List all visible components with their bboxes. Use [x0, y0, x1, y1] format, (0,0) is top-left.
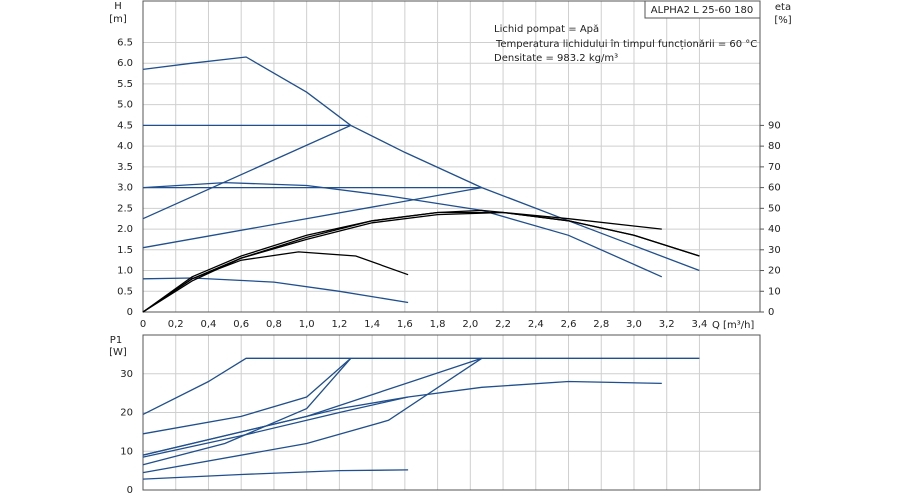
- curve: [142, 181, 663, 278]
- curve: [142, 380, 662, 456]
- chart-title: ALPHA2 L 25-60 180: [651, 5, 753, 16]
- y-tick-label: 2.5: [117, 203, 133, 214]
- x-tick-label: 2,0: [462, 319, 478, 330]
- x-tick-label: 2,8: [593, 319, 609, 330]
- y-tick-label: 20: [120, 408, 133, 419]
- y2-tick-label: 60: [768, 183, 781, 194]
- annotation: Densitate = 983.2 kg/m³: [494, 53, 618, 64]
- x-tick-label: 0,6: [233, 319, 249, 330]
- x-tick-label: 1,6: [397, 319, 413, 330]
- curve: [142, 211, 700, 313]
- y-tick-label: 0: [127, 485, 133, 496]
- y-tick-label: 6.0: [117, 58, 133, 69]
- y2-tick-label: 80: [768, 141, 781, 152]
- curve: [142, 357, 483, 474]
- y2-tick-label: 40: [768, 224, 781, 235]
- x-tick-label: 0,8: [266, 319, 282, 330]
- x-tick-label: 3,4: [691, 319, 707, 330]
- y-tick-label: 5.0: [117, 100, 133, 111]
- y2-tick-label: 30: [768, 245, 781, 256]
- y-axis-unit: [m]: [109, 14, 127, 25]
- y-tick-label: 5.5: [117, 79, 133, 90]
- y-tick-label: 0: [127, 307, 133, 318]
- y2-tick-label: 20: [768, 266, 781, 277]
- x-tick-label: 2,2: [495, 319, 511, 330]
- y-axis-label: P1: [110, 335, 122, 346]
- curve: [142, 357, 483, 456]
- x-tick-label: 3,2: [659, 319, 675, 330]
- curve: [142, 209, 662, 313]
- x-axis-label: Q [m³/h]: [712, 320, 754, 331]
- x-tick-label: 1,2: [331, 319, 347, 330]
- annotation: Temperatura lichidului în timpul funcțio…: [495, 38, 757, 50]
- curve: [142, 469, 409, 480]
- x-tick-label: 0,2: [168, 319, 184, 330]
- curve: [142, 251, 409, 313]
- x-tick-label: 0: [140, 319, 146, 330]
- curve: [142, 56, 700, 272]
- x-tick-label: 2,4: [528, 319, 544, 330]
- y2-axis-unit: [%]: [774, 15, 791, 26]
- y-tick-label: 3.0: [117, 183, 133, 194]
- x-tick-label: 1,0: [299, 319, 315, 330]
- y-tick-label: 3.5: [117, 162, 133, 173]
- y2-tick-label: 0: [768, 307, 774, 318]
- y2-axis-label: eta: [775, 2, 791, 13]
- x-tick-label: 2,6: [561, 319, 577, 330]
- annotation: Lichid pompat = Apă: [494, 24, 599, 35]
- y-tick-label: 4.5: [117, 120, 133, 131]
- y-tick-label: 10: [120, 446, 133, 457]
- plot-frame: [142, 334, 761, 491]
- y2-tick-label: 10: [768, 286, 781, 297]
- x-tick-label: 0,4: [201, 319, 217, 330]
- y-tick-label: 2.0: [117, 224, 133, 235]
- curve: [142, 396, 409, 458]
- y-axis-label: H: [114, 1, 122, 12]
- x-tick-label: 1,8: [430, 319, 446, 330]
- y2-tick-label: 90: [768, 120, 781, 131]
- curve: [142, 124, 352, 220]
- y2-tick-label: 50: [768, 203, 781, 214]
- x-tick-label: 1,4: [364, 319, 380, 330]
- y-tick-label: 30: [120, 369, 133, 380]
- y2-tick-label: 70: [768, 162, 781, 173]
- y-tick-label: 0.5: [117, 286, 133, 297]
- y-axis-unit: [W]: [109, 347, 127, 358]
- y-tick-label: 4.0: [117, 141, 133, 152]
- curve: [142, 277, 409, 304]
- curve: [142, 357, 352, 435]
- curve: [142, 186, 482, 249]
- x-tick-label: 3,0: [626, 319, 642, 330]
- y-tick-label: 1.5: [117, 245, 133, 256]
- y-tick-label: 6.5: [117, 37, 133, 48]
- y-tick-label: 1.0: [117, 266, 133, 277]
- curve: [142, 357, 700, 415]
- plot-frame: [142, 0, 761, 313]
